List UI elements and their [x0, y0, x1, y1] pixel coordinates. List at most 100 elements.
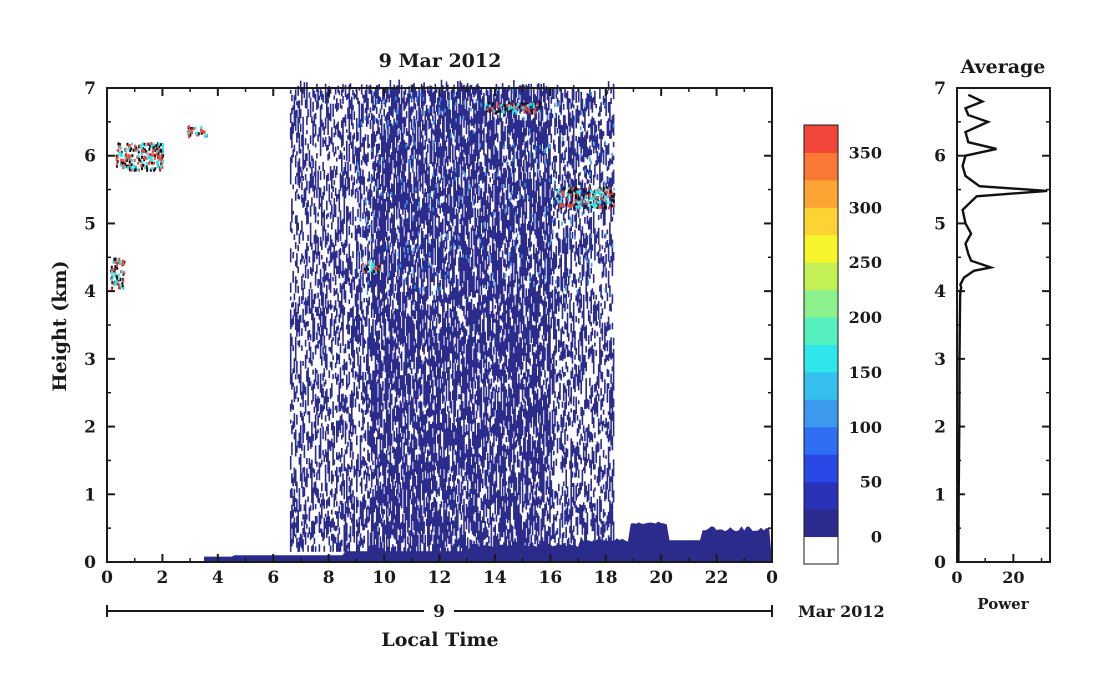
profile-plot: 0 1 2 3 4 5 6 7 0 20 [934, 79, 1051, 587]
surface-layer-fill [203, 521, 772, 562]
cloud-edge [188, 125, 208, 138]
colorbar-swatch [804, 426, 838, 455]
x-tick-label: 6 [267, 568, 279, 588]
colorbar-swatch [804, 371, 838, 400]
colorbar-swatches [804, 125, 838, 565]
colorbar-swatch [804, 509, 838, 538]
profile-x-ticks: 0 20 [951, 554, 1043, 587]
y-tick-label: 1 [84, 485, 96, 505]
profile-frame [956, 87, 1051, 563]
cloud-layer [187, 125, 208, 139]
y-tick-label: 3 [84, 350, 96, 370]
cloud-edge [368, 261, 378, 274]
date-axis-month-label: Mar 2012 [798, 602, 885, 621]
profile-y-tick-label: 7 [934, 79, 946, 99]
colorbar-tick-label: 150 [849, 363, 882, 382]
x-tick-label: 0 [766, 568, 778, 588]
heatmap-y-ticks: 0 1 2 3 4 5 6 7 [84, 79, 772, 573]
cloud-high [362, 260, 381, 274]
x-tick-label: 18 [594, 568, 618, 588]
cloud-layer [362, 260, 381, 274]
x-tick-label: 20 [649, 568, 673, 588]
colorbar-tick-label: 200 [849, 308, 882, 327]
profile-y-tick-label: 5 [934, 214, 946, 234]
colorbar-frame [803, 124, 839, 565]
cloud-layer [484, 101, 541, 115]
surface-layer [203, 521, 772, 562]
cloud-layer [115, 142, 165, 172]
cloud-edge [118, 142, 165, 172]
cloud-layers [110, 101, 616, 291]
cloud-edge [555, 186, 616, 210]
colorbar-swatch [804, 262, 838, 291]
colorbar-swatch [804, 289, 838, 318]
heatmap-x-ticks: 0 2 4 6 8 10 12 14 16 18 20 22 0 [101, 88, 778, 588]
y-tick-label: 7 [84, 79, 96, 99]
x-tick-label: 10 [372, 568, 396, 588]
profile-y-tick-label: 1 [934, 485, 946, 505]
y-tick-label: 6 [84, 147, 96, 167]
colorbar-swatch [804, 152, 838, 181]
cloud-core [555, 186, 616, 210]
cloud-core [364, 262, 381, 274]
x-tick-label: 4 [212, 568, 224, 588]
y-tick-label: 5 [84, 214, 96, 234]
heatmap-xlabel: Local Time [381, 629, 498, 651]
cloud-layer [555, 186, 616, 210]
colorbar-labels: 0 50 100 150 200 250 300 350 [849, 143, 882, 546]
profile-xlabel: Power [977, 595, 1029, 613]
profile-y-tick-label: 0 [934, 553, 946, 573]
colorbar-swatch [804, 454, 838, 483]
noise-speckles [356, 89, 615, 296]
cloud-core [115, 142, 165, 172]
colorbar-swatch [804, 179, 838, 208]
profile-line [957, 93, 1048, 563]
x-tick-label: 14 [483, 568, 507, 588]
noise-band [289, 79, 615, 552]
cloud-high [110, 257, 126, 291]
profile-x-tick-label: 0 [951, 568, 962, 587]
colorbar-swatch [804, 317, 838, 345]
colorbar-tick-label: 100 [849, 418, 882, 437]
cloud-high [115, 142, 164, 172]
cloud-high [486, 102, 540, 114]
colorbar-swatch [804, 536, 838, 565]
date-axis-label-gap [424, 602, 454, 620]
x-tick-label: 22 [705, 568, 729, 588]
colorbar-swatch [804, 399, 838, 428]
colorbar-tick-label: 250 [849, 253, 882, 272]
profile-x-tick-label: 20 [1002, 568, 1024, 587]
colorbar-tick-label: 350 [849, 143, 882, 162]
profile-y-tick-label: 4 [934, 282, 946, 302]
colorbar-swatch [804, 481, 838, 510]
noise-pixels [289, 79, 615, 552]
y-tick-label: 4 [84, 282, 96, 302]
colorbar-swatch [804, 344, 838, 373]
cloud-layer [110, 257, 126, 291]
colorbar-swatch [804, 125, 838, 153]
colorbar-tick-label: 50 [860, 473, 882, 492]
x-tick-label: 12 [428, 568, 452, 588]
colorbar-tick-label: 300 [849, 198, 882, 217]
y-tick-label: 2 [84, 418, 96, 438]
profile-title: Average [960, 56, 1046, 78]
colorbar-swatch [804, 207, 838, 236]
colorbar-swatch [804, 234, 838, 263]
x-tick-label: 0 [101, 568, 113, 588]
cloud-edge [484, 102, 541, 115]
x-tick-label: 2 [156, 568, 168, 588]
heatmap-ylabel: Height (km) [49, 261, 71, 392]
date-axis-day-label: 9 [433, 602, 445, 622]
colorbar: 0 50 100 150 200 250 300 350 [803, 124, 882, 565]
x-tick-label: 8 [323, 568, 335, 588]
profile-y-tick-label: 6 [934, 147, 946, 167]
x-tick-label: 16 [538, 568, 562, 588]
colorbar-tick-label: 0 [871, 528, 882, 547]
date-axis: 9 Mar 2012 [106, 602, 885, 622]
y-tick-label: 0 [84, 553, 96, 573]
profile-y-tick-label: 3 [934, 350, 946, 370]
profile-y-tick-label: 2 [934, 418, 946, 438]
heatmap-title: 9 Mar 2012 [379, 50, 502, 72]
